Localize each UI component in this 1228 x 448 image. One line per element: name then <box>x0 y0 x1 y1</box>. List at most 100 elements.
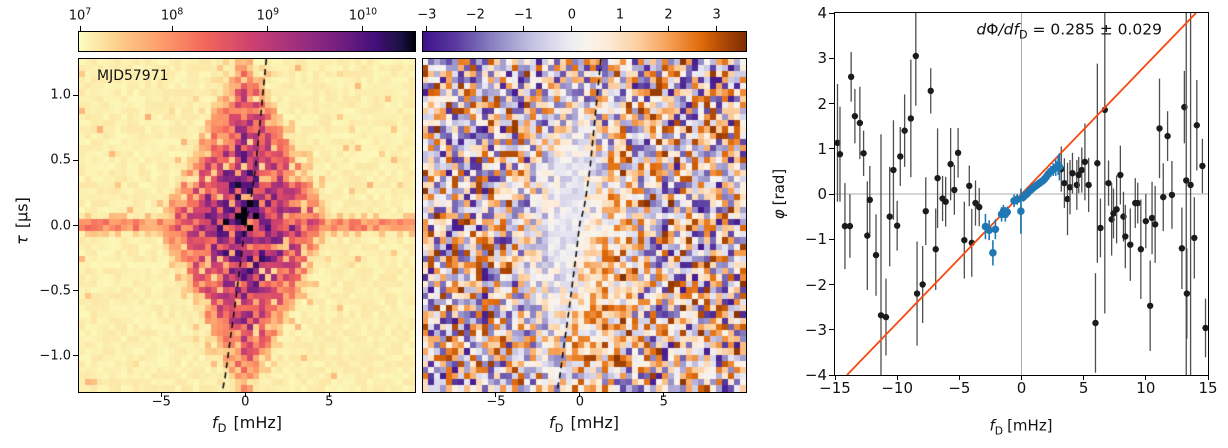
fit-xtick-label: 10 <box>1136 379 1156 397</box>
secondary-ytick-label: 0.0 <box>50 218 71 233</box>
secondary-xtick <box>328 393 330 397</box>
left-x-axis-label: fD [mHz] <box>212 413 282 435</box>
residual-map-colorbar <box>422 31 747 52</box>
fit-xtick <box>1207 376 1209 380</box>
tau-symbol: τ <box>12 235 32 245</box>
fit-xtick-label: 15 <box>1198 379 1218 397</box>
residual-xtick-label: −5 <box>486 394 506 410</box>
residual-colorbar-tick-label: 2 <box>664 7 673 23</box>
mid-x-axis-label: fD [mHz] <box>549 413 619 435</box>
mjd-label: MJD57971 <box>97 68 169 84</box>
residual-colorbar-tick-label: −3 <box>417 7 437 23</box>
fd-unit: [mHz] <box>570 412 620 432</box>
fit-xtick-label: −5 <box>948 379 971 397</box>
black-errorbar-series <box>835 13 1208 375</box>
residual-colorbar-tick <box>716 26 718 31</box>
fit-xtick <box>834 376 836 380</box>
secondary-colorbar-tick-label: 108 <box>160 6 184 24</box>
fit-xtick <box>958 376 960 380</box>
secondary-ytick <box>73 355 78 357</box>
residual-colorbar-tick-label: 3 <box>712 7 721 23</box>
fit-ytick-label: 0 <box>817 185 827 203</box>
fit-ytick <box>829 148 834 150</box>
fit-xtick <box>896 376 898 380</box>
secondary-colorbar-tick-label: 107 <box>68 6 92 24</box>
fit-ytick-label: 4 <box>817 4 827 22</box>
phi-symbol: φ <box>770 209 788 220</box>
annotation-value: = 0.285 ± 0.029 <box>1027 20 1162 39</box>
secondary-xtick <box>160 393 162 397</box>
blue-errorbar-series <box>981 153 1064 266</box>
fit-ytick <box>829 329 834 331</box>
secondary-ytick-label: −1.0 <box>39 348 71 364</box>
fd-symbol: f <box>548 412 555 432</box>
fit-ytick <box>829 193 834 195</box>
secondary-ytick <box>73 159 78 161</box>
fit-xtick <box>1021 376 1022 380</box>
fit-ytick <box>829 238 834 240</box>
fd-subscript: D <box>217 421 227 436</box>
residual-colorbar-tick <box>619 26 621 31</box>
tau-unit: [μs] <box>12 197 32 229</box>
secondary-colorbar-tick-label: 1010 <box>348 6 378 24</box>
slope-annotation: dΦ/dfD = 0.285 ± 0.029 <box>976 20 1162 41</box>
fd-subscript: D <box>994 424 1004 438</box>
secondary-xtick-label: −5 <box>151 394 171 410</box>
fit-xtick-label: 5 <box>1078 379 1089 397</box>
secondary-ytick-label: 1.0 <box>50 87 71 103</box>
residual-colorbar-tick-label: 0 <box>567 7 577 23</box>
fit-ytick <box>829 57 834 59</box>
secondary-xtick <box>244 393 246 397</box>
residual-xtick <box>495 393 497 397</box>
residual-colorbar-tick <box>474 26 476 31</box>
secondary-spectrum-colorbar <box>78 31 416 52</box>
residual-colorbar-tick <box>571 26 573 31</box>
annotation-df: /df <box>998 20 1019 39</box>
fit-ytick-label: 2 <box>817 94 827 113</box>
secondary-ytick <box>73 225 78 226</box>
residual-colorbar-tick <box>426 26 428 31</box>
secondary-colorbar-tick <box>362 26 364 31</box>
left-y-axis-label: τ [μs] <box>13 197 32 245</box>
secondary-colorbar-tick <box>79 26 81 31</box>
fit-ytick-label: 1 <box>817 139 827 158</box>
secondary-spectrum-heatmap <box>78 58 416 393</box>
right-y-axis-label: φ [rad] <box>770 169 788 220</box>
residual-colorbar-tick <box>667 26 669 31</box>
residual-colorbar-tick-label: 1 <box>615 7 625 23</box>
fit-ytick-label: −3 <box>804 320 827 339</box>
secondary-colorbar-tick <box>171 26 173 31</box>
fd-unit: [mHz] <box>1007 416 1053 435</box>
fd-subscript: D <box>554 421 564 436</box>
fit-xtick <box>1083 376 1085 380</box>
secondary-ytick <box>73 290 78 292</box>
residual-colorbar-tick-label: −2 <box>465 7 485 23</box>
annotation-sub: D <box>1018 28 1028 42</box>
secondary-ytick-label: 0.5 <box>50 152 71 168</box>
secondary-xtick-label: 5 <box>325 394 334 410</box>
fit-ytick <box>829 12 834 14</box>
annotation-d: d <box>976 20 987 39</box>
fit-ytick <box>829 103 834 104</box>
secondary-ytick <box>73 94 78 96</box>
fit-ytick <box>829 284 834 285</box>
phi-unit: [rad] <box>770 168 788 206</box>
fit-ytick <box>829 374 834 376</box>
fit-xtick <box>1145 376 1147 380</box>
secondary-colorbar-tick <box>267 26 269 31</box>
secondary-ytick-label: −0.5 <box>39 283 71 299</box>
annotation-phi: Φ <box>986 20 999 39</box>
phase-fit-plot <box>834 12 1209 376</box>
fd-unit: [mHz] <box>233 412 283 432</box>
secondary-xtick-label: 0 <box>241 394 250 410</box>
residual-xtick-label: 0 <box>575 394 585 410</box>
right-x-axis-label: fD [mHz] <box>989 417 1052 438</box>
secondary-colorbar-tick-label: 109 <box>256 6 280 24</box>
residual-xtick <box>579 393 581 397</box>
fit-ytick-label: −1 <box>804 230 827 249</box>
residual-xtick <box>663 393 665 397</box>
residual-colorbar-tick <box>522 26 524 31</box>
fd-symbol: f <box>989 416 995 435</box>
residual-colorbar-tick-label: −1 <box>513 7 534 23</box>
